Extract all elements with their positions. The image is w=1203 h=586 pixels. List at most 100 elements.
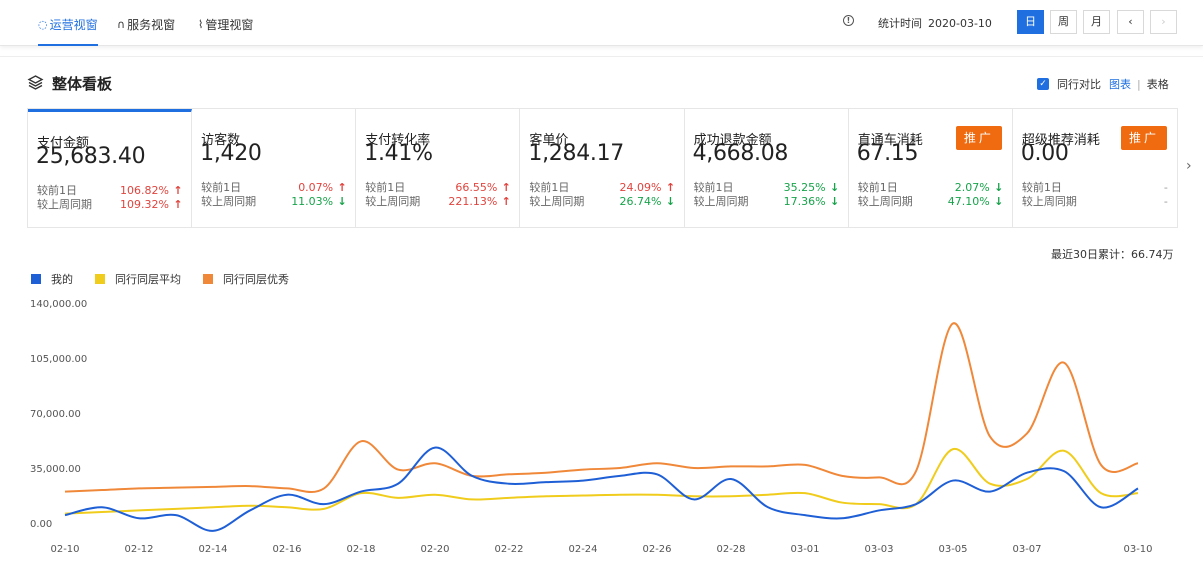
- x-tick-label: 02-12: [124, 544, 153, 555]
- view-table-link[interactable]: 表格: [1146, 78, 1169, 91]
- compare-pct: 24.09% ↑: [619, 179, 675, 195]
- legend-swatch-avg: [95, 274, 105, 284]
- chevron-right-icon[interactable]: ›: [1186, 158, 1192, 174]
- metric-name: 访客数: [201, 133, 241, 148]
- x-tick-label: 03-03: [864, 544, 893, 555]
- arrow-down-icon: ↓: [665, 194, 676, 208]
- period-month-button[interactable]: 月: [1083, 10, 1110, 34]
- next-date-button[interactable]: ›: [1150, 10, 1177, 34]
- stat-time-label: 统计时间: [878, 17, 922, 30]
- tab-management-label: 管理视窗: [205, 17, 254, 32]
- promote-button[interactable]: 推广: [1120, 126, 1167, 150]
- compare-row-week: 较上周同期 109.32% ↑: [37, 196, 183, 212]
- headphones-icon: ∩: [117, 17, 126, 31]
- metric-card[interactable]: 支付转化率 1.41% 较前1日 66.55% ↑ 较上周同期 221.13% ↑: [356, 109, 521, 227]
- compare-label: 较前1日: [1021, 181, 1062, 194]
- compare-pct: 26.74% ↓: [619, 193, 675, 209]
- series-line-avg[interactable]: [64, 448, 1139, 515]
- compare-row-week: 较上周同期 26.74% ↓: [529, 193, 675, 209]
- compare-row-week: 较上周同期 17.36% ↓: [694, 193, 840, 209]
- view-chart-link[interactable]: 图表: [1109, 78, 1131, 91]
- headset-icon: ◌: [38, 17, 48, 31]
- compare-pct-value: 221.13%: [448, 194, 498, 208]
- tab-service-label: 服务视窗: [127, 17, 176, 32]
- tab-operations-label: 运营视窗: [49, 17, 98, 32]
- metric-value: 1,420: [200, 141, 262, 166]
- metric-name: 客单价: [529, 133, 569, 148]
- arrow-up-icon: ↑: [501, 194, 511, 208]
- metric-value: 4,668.08: [692, 141, 789, 166]
- compare-row-week: 较上周同期 221.13% ↑: [365, 193, 511, 209]
- tab-service[interactable]: ∩ 服务视窗: [117, 14, 175, 34]
- metric-card[interactable]: 成功退款金额 4,668.08 较前1日 35.25% ↓ 较上周同期 17.36…: [685, 109, 849, 227]
- x-tick-label: 02-26: [642, 544, 671, 555]
- tab-operations[interactable]: ◌ 运营视窗: [38, 14, 98, 46]
- x-tick-label: 03-10: [1123, 544, 1152, 555]
- compare-pct-value: -: [1163, 180, 1168, 194]
- compare-pct: 11.03% ↓: [291, 193, 347, 209]
- plug-icon: ⌇: [198, 17, 204, 31]
- y-tick-label: 0.00: [30, 519, 52, 530]
- period-week-button[interactable]: 周: [1050, 10, 1077, 34]
- compare-pct-value: 0.07%: [298, 180, 334, 194]
- compare-pct-value: -: [1163, 194, 1168, 208]
- arrow-down-icon: ↓: [994, 194, 1004, 208]
- prev-date-button[interactable]: ‹: [1117, 10, 1144, 34]
- compare-pct-value: 66.55%: [455, 180, 498, 194]
- stat-time: 统计时间 2020-03-10: [878, 15, 992, 31]
- metric-card[interactable]: 客单价 1,284.17 较前1日 24.09% ↑ 较上周同期 26.74% ↓: [520, 109, 685, 227]
- metric-card[interactable]: 超级推荐消耗 0.00 推广 较前1日 - 较上周同期 -: [1013, 109, 1177, 227]
- trend-line-chart: 0.00 35,000.00 70,000.00 105,000.00 140,000.…: [30, 299, 1153, 555]
- x-tick-label: 02-16: [272, 544, 301, 555]
- series-line-best[interactable]: [64, 322, 1139, 493]
- compare-checkbox[interactable]: ✓: [1037, 78, 1049, 90]
- compare-row-day: 较前1日 2.07% ↓: [858, 179, 1004, 195]
- arrow-down-icon: ↓: [829, 194, 840, 208]
- info-icon[interactable]: !: [843, 15, 854, 26]
- x-tick-label: 02-28: [716, 544, 745, 555]
- compare-pct: -: [1164, 179, 1168, 195]
- compare-label: 较上周同期: [1021, 195, 1077, 208]
- divider: |: [1137, 77, 1141, 91]
- compare-pct-value: 26.74%: [619, 194, 662, 208]
- legend-label-mine: 我的: [51, 273, 73, 286]
- arrow-up-icon: ↑: [173, 197, 183, 211]
- legend-item-best[interactable]: 同行同层优秀: [203, 271, 289, 287]
- compare-pct-value: 47.10%: [947, 194, 990, 208]
- metric-card[interactable]: 支付金额 25,683.40 较前1日 106.82% ↑ 较上周同期 109.3…: [28, 109, 193, 227]
- arrow-up-icon: ↑: [173, 183, 183, 197]
- compare-row-day: 较前1日 66.55% ↑: [365, 179, 511, 195]
- legend-item-mine[interactable]: 我的: [31, 271, 73, 287]
- series-line-mine[interactable]: [64, 446, 1139, 532]
- compare-pct-value: 11.03%: [291, 194, 334, 208]
- compare-row-day: 较前1日 35.25% ↓: [694, 179, 840, 195]
- compare-pct-value: 24.09%: [619, 180, 662, 194]
- compare-pct: 47.10% ↓: [948, 193, 1004, 209]
- compare-row-week: 较上周同期 11.03% ↓: [201, 193, 347, 209]
- metric-card[interactable]: 访客数 1,420 较前1日 0.07% ↑ 较上周同期 11.03% ↓: [192, 109, 357, 227]
- metric-name: 直通车消耗: [857, 133, 923, 148]
- compare-label: 较上周同期: [365, 195, 421, 208]
- promote-button[interactable]: 推广: [955, 126, 1002, 150]
- y-tick-label: 105,000.00: [30, 354, 87, 365]
- period-day-button[interactable]: 日: [1017, 10, 1044, 34]
- metric-value: 1.41%: [364, 141, 433, 166]
- compare-pct: 221.13% ↑: [448, 193, 511, 209]
- compare-controls: ✓ 同行对比 图表 | 表格: [1037, 76, 1169, 92]
- arrow-down-icon: ↓: [994, 180, 1004, 194]
- arrow-down-icon: ↓: [829, 180, 840, 194]
- tab-management[interactable]: ⌇ 管理视窗: [198, 14, 253, 34]
- x-tick-label: 02-20: [420, 544, 449, 555]
- compare-row-day: 较前1日 106.82% ↑: [37, 182, 183, 198]
- compare-label: 较上周同期: [693, 195, 749, 208]
- metric-card[interactable]: 直通车消耗 67.15 推广 较前1日 2.07% ↓ 较上周同期 47.10% ↓: [849, 109, 1013, 227]
- x-tick-label: 02-22: [494, 544, 523, 555]
- legend-label-avg: 同行同层平均: [115, 273, 181, 286]
- compare-pct: 17.36% ↓: [784, 193, 840, 209]
- arrow-up-icon: ↑: [665, 180, 676, 194]
- compare-pct: -: [1164, 193, 1168, 209]
- legend-item-avg[interactable]: 同行同层平均: [95, 271, 181, 287]
- metric-name: 支付金额: [37, 136, 90, 151]
- section-title: 整体看板: [52, 75, 113, 93]
- legend-label-best: 同行同层优秀: [223, 273, 289, 286]
